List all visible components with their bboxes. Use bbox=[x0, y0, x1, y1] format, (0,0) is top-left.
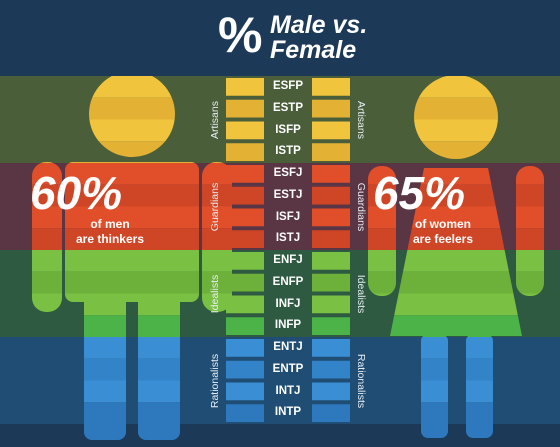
type-label-isfp: ISFP bbox=[275, 123, 301, 136]
female-stripe-istj bbox=[368, 228, 544, 250]
type-box-left-entj bbox=[226, 339, 264, 357]
title: % Male vs. Female bbox=[0, 6, 560, 66]
type-box-right-esfp bbox=[312, 78, 350, 96]
male-caption: of men are thinkers bbox=[55, 217, 165, 247]
type-box-right-isfp bbox=[312, 121, 350, 140]
type-box-right-istj bbox=[312, 230, 350, 248]
group-label-left-guardians: Guardians bbox=[209, 182, 221, 231]
type-label-istp: ISTP bbox=[275, 145, 301, 158]
title-line-1: Male vs. bbox=[270, 11, 368, 39]
type-box-left-intp bbox=[226, 404, 264, 422]
type-label-infj: INFJ bbox=[275, 297, 301, 310]
type-box-right-entp bbox=[312, 360, 350, 379]
group-label-left-rationalists: Rationalists bbox=[209, 353, 221, 408]
type-label-entj: ENTJ bbox=[273, 341, 303, 353]
type-box-right-enfp bbox=[312, 273, 350, 292]
type-label-intp: INTP bbox=[274, 406, 302, 419]
male-stripe-istj bbox=[32, 228, 232, 250]
female-stripe-enfj bbox=[368, 250, 544, 272]
type-box-left-istp bbox=[226, 143, 264, 161]
title-percent-symbol: % bbox=[218, 7, 263, 63]
type-box-left-estp bbox=[226, 99, 264, 118]
type-box-left-isfj bbox=[226, 208, 264, 227]
type-box-left-esfj bbox=[226, 165, 264, 183]
type-box-left-estj bbox=[226, 186, 264, 205]
type-label-esfp: ESFP bbox=[272, 80, 304, 92]
type-label-enfp: ENFP bbox=[272, 275, 304, 288]
type-box-left-enfp bbox=[226, 273, 264, 292]
title-line-2: Female bbox=[270, 36, 357, 64]
type-box-left-enfj bbox=[226, 252, 264, 270]
type-box-left-infp bbox=[226, 317, 264, 335]
female-stripe-infj bbox=[368, 293, 544, 316]
male-caption-line-2: are thinkers bbox=[75, 232, 145, 246]
group-label-left-artisans: Artisans bbox=[209, 100, 221, 139]
type-box-right-infp bbox=[312, 317, 350, 335]
type-box-right-intj bbox=[312, 382, 350, 401]
female-stripe-enfp bbox=[368, 271, 544, 294]
male-stripe-enfj bbox=[32, 250, 232, 272]
female-caption: of women are feelers bbox=[388, 217, 498, 247]
group-label-right-guardians: Guardians bbox=[355, 182, 367, 231]
female-percent: 65% bbox=[373, 167, 466, 219]
type-label-istj: ISTJ bbox=[275, 232, 301, 245]
type-box-left-istj bbox=[226, 230, 264, 248]
type-box-left-intj bbox=[226, 382, 264, 401]
type-box-left-infj bbox=[226, 295, 264, 314]
male-stripe-isfj bbox=[32, 206, 232, 229]
type-label-entp: ENTP bbox=[272, 362, 304, 375]
female-caption-line-1: of women bbox=[415, 217, 471, 231]
type-box-right-entj bbox=[312, 339, 350, 357]
type-box-right-estp bbox=[312, 99, 350, 118]
type-label-esfj: ESFJ bbox=[273, 167, 303, 179]
group-label-left-idealists: Idealists bbox=[209, 274, 221, 313]
male-caption-line-1: of men bbox=[90, 217, 130, 231]
type-box-left-esfp bbox=[226, 78, 264, 96]
type-label-estj: ESTJ bbox=[273, 188, 303, 201]
type-box-right-istp bbox=[312, 143, 350, 161]
male-stripe-enfp bbox=[32, 271, 232, 294]
type-label-estp: ESTP bbox=[272, 101, 304, 114]
type-box-right-infj bbox=[312, 295, 350, 314]
male-percent: 60% bbox=[30, 167, 123, 219]
type-box-left-isfp bbox=[226, 121, 264, 140]
female-stripe-infp bbox=[368, 315, 544, 337]
type-box-left-entp bbox=[226, 360, 264, 379]
male-stripe-estj bbox=[32, 184, 232, 207]
male-stripe-esfj bbox=[32, 163, 232, 185]
type-box-right-enfj bbox=[312, 252, 350, 270]
type-label-enfj: ENFJ bbox=[273, 254, 303, 266]
group-label-right-rationalists: Rationalists bbox=[355, 353, 367, 408]
type-label-infp: INFP bbox=[274, 319, 302, 332]
group-label-right-idealists: Idealists bbox=[355, 274, 367, 313]
type-label-intj: INTJ bbox=[275, 384, 301, 397]
type-box-right-esfj bbox=[312, 165, 350, 183]
type-box-right-isfj bbox=[312, 208, 350, 227]
type-label-isfj: ISFJ bbox=[275, 210, 301, 223]
group-label-right-artisans: Artisans bbox=[355, 100, 367, 139]
female-caption-line-2: are feelers bbox=[412, 232, 474, 246]
type-box-right-intp bbox=[312, 404, 350, 422]
type-box-right-estj bbox=[312, 186, 350, 205]
